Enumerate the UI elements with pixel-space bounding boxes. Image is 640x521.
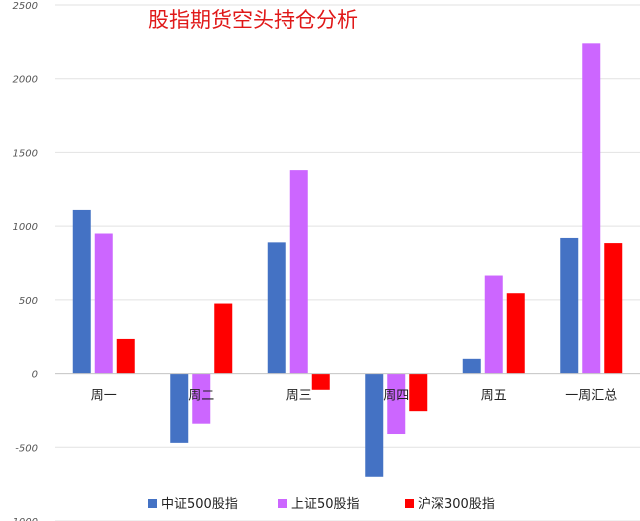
bar (387, 373, 406, 435)
legend-label: 上证50股指 (291, 497, 360, 512)
bar (409, 373, 428, 412)
bar (365, 373, 384, 477)
bar (560, 237, 579, 374)
category-label: 周五 (481, 389, 507, 404)
y-tick-label: -1000 (9, 517, 38, 521)
legend-label: 中证500股指 (161, 497, 238, 512)
category-label: 周三 (286, 389, 312, 404)
bar (462, 358, 481, 374)
bar (94, 233, 113, 374)
bar (267, 242, 286, 374)
legend-swatch (148, 499, 157, 508)
category-labels: 周一 周二 周三 周四 周五 一周汇总 (91, 389, 618, 404)
category-label: 周四 (383, 389, 409, 404)
bar (214, 303, 233, 374)
y-tick-label: 2000 (13, 75, 38, 86)
bar (192, 373, 211, 424)
bar (484, 275, 503, 374)
legend-swatch (278, 499, 287, 508)
category-label: 周一 (91, 389, 117, 404)
y-tick-label: 2500 (13, 1, 38, 12)
y-axis-ticks: -1000 -500 0 500 1000 1500 2000 2500 (9, 1, 38, 521)
y-tick-label: 1500 (13, 148, 38, 159)
bar (170, 373, 189, 443)
category-label: 一周汇总 (565, 389, 617, 404)
bar (72, 209, 91, 374)
legend: 中证500股指 上证50股指 沪深300股指 (148, 496, 495, 512)
y-tick-label: 500 (19, 296, 38, 307)
bar (289, 170, 308, 374)
legend-swatch (405, 499, 414, 508)
category-label: 周二 (188, 389, 214, 404)
bar (506, 293, 525, 374)
gridlines (55, 4, 640, 521)
bar (311, 373, 330, 390)
y-tick-label: -500 (15, 443, 38, 454)
bar (116, 338, 135, 374)
legend-label: 沪深300股指 (418, 496, 495, 512)
y-tick-label: 0 (32, 370, 38, 381)
bar (604, 243, 623, 374)
y-tick-label: 1000 (13, 222, 38, 233)
bars (72, 43, 623, 477)
chart-title: 股指期货空头持仓分析 (148, 8, 358, 32)
bar (582, 43, 601, 374)
